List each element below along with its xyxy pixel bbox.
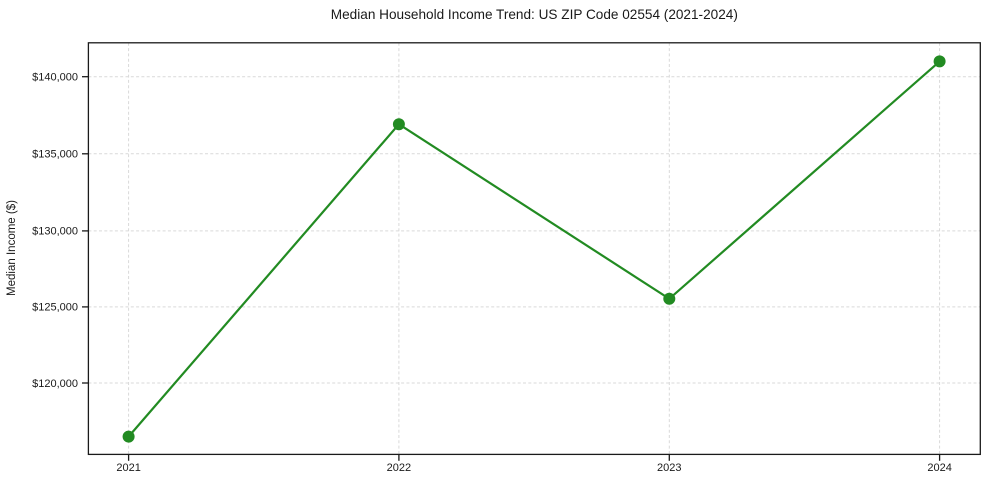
svg-text:2024: 2024 bbox=[927, 462, 951, 474]
svg-text:2023: 2023 bbox=[657, 462, 681, 474]
svg-text:$130,000: $130,000 bbox=[32, 226, 78, 238]
svg-text:$140,000: $140,000 bbox=[32, 72, 78, 84]
svg-text:$135,000: $135,000 bbox=[32, 149, 78, 161]
svg-text:2021: 2021 bbox=[116, 462, 140, 474]
svg-text:$125,000: $125,000 bbox=[32, 302, 78, 314]
svg-text:$120,000: $120,000 bbox=[32, 378, 78, 390]
svg-text:Median Income ($): Median Income ($) bbox=[6, 200, 18, 296]
svg-text:2022: 2022 bbox=[387, 462, 411, 474]
